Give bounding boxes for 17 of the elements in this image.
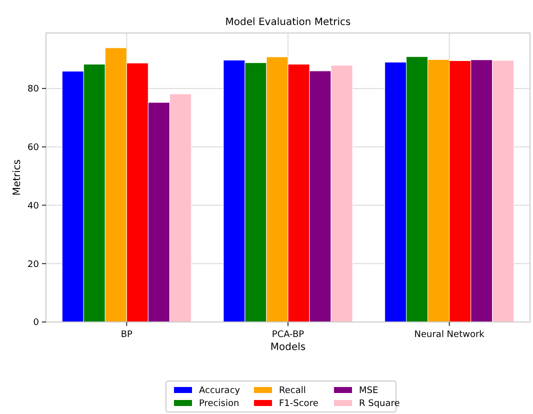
x-tick-label: BP bbox=[120, 330, 134, 340]
y-tick-label: 60 bbox=[28, 143, 40, 153]
legend-label: MSE bbox=[359, 386, 378, 396]
x-tick-label: Neural Network bbox=[414, 330, 486, 340]
y-tick-label: 40 bbox=[28, 201, 40, 212]
x-tick-label: PCA-BP bbox=[272, 330, 305, 340]
y-axis-title: Metrics bbox=[12, 159, 23, 196]
legend-label: Accuracy bbox=[199, 386, 241, 396]
y-tick-label: 0 bbox=[33, 318, 40, 328]
x-axis-title: Models bbox=[270, 342, 306, 353]
legend-label: Precision bbox=[199, 399, 240, 410]
chart-title: Model Evaluation Metrics bbox=[225, 17, 351, 28]
legend-label: R Square bbox=[359, 399, 400, 410]
legend-label: F1-Score bbox=[279, 399, 319, 410]
legend-label: Recall bbox=[279, 386, 306, 396]
y-tick-label: 20 bbox=[28, 260, 40, 270]
y-tick-label: 80 bbox=[28, 84, 40, 95]
